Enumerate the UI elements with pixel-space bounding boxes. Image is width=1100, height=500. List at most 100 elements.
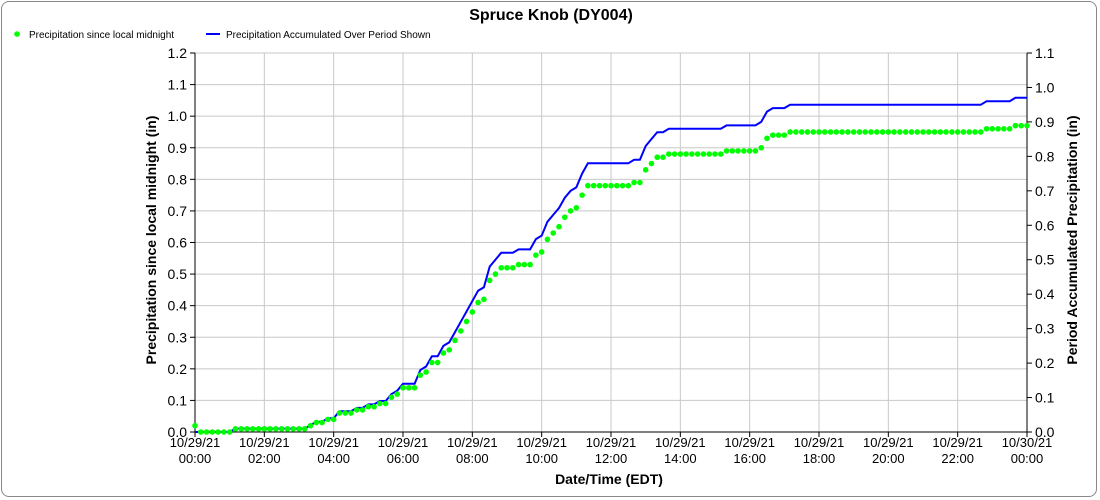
data-point bbox=[798, 129, 805, 135]
data-point bbox=[694, 151, 701, 157]
data-point bbox=[983, 126, 990, 132]
data-point bbox=[365, 403, 372, 410]
y-right-tick-label: 0.0 bbox=[1035, 424, 1055, 440]
data-point bbox=[1018, 122, 1025, 129]
y-tick-label: 0.4 bbox=[168, 298, 188, 314]
data-point bbox=[671, 151, 678, 157]
data-point bbox=[411, 384, 418, 391]
data-point bbox=[446, 347, 453, 353]
data-point bbox=[937, 129, 944, 135]
data-point bbox=[995, 126, 1001, 132]
data-point bbox=[440, 350, 447, 356]
data-point bbox=[527, 261, 533, 268]
legend-dot-icon bbox=[14, 31, 20, 37]
x-tick-time: 02:00 bbox=[248, 451, 281, 466]
y-axis-left: 0.0 0.1 0.2 0.3 0.4 0.5 0.6 0.7 0.8 0.9 1.0 1.1 1.2 bbox=[168, 45, 195, 440]
data-point bbox=[469, 309, 476, 315]
data-point bbox=[723, 148, 730, 154]
y-tick-label: 0.0 bbox=[168, 424, 188, 440]
x-tick-time: 00:00 bbox=[1011, 451, 1044, 466]
x-tick-date: 10/29/21 bbox=[378, 435, 429, 450]
data-point bbox=[405, 384, 412, 391]
y-axis-right-title: Period Accumulated Precipitation (in) bbox=[1064, 115, 1080, 364]
data-point bbox=[209, 429, 216, 435]
data-point bbox=[839, 129, 845, 135]
x-tick-date: 10/29/21 bbox=[447, 435, 498, 450]
x-tick-time: 16:00 bbox=[733, 451, 766, 466]
data-point bbox=[400, 384, 406, 391]
data-point bbox=[943, 129, 949, 135]
y-right-tick-label: 0.9 bbox=[1035, 114, 1055, 130]
x-tick-time: 12:00 bbox=[595, 451, 628, 466]
data-point bbox=[769, 132, 776, 138]
y-right-tick-label: 0.4 bbox=[1035, 286, 1055, 302]
data-point bbox=[244, 426, 250, 432]
data-point bbox=[625, 182, 632, 189]
data-point bbox=[833, 129, 840, 135]
data-point bbox=[556, 223, 562, 230]
data-point bbox=[273, 426, 279, 432]
legend: Precipitation since local midnight Preci… bbox=[14, 30, 431, 41]
data-point bbox=[689, 151, 695, 157]
data-point bbox=[226, 429, 233, 435]
y-right-tick-label: 1.1 bbox=[1035, 45, 1055, 61]
data-point bbox=[637, 179, 643, 186]
data-point bbox=[764, 135, 770, 142]
data-point bbox=[561, 214, 568, 221]
data-point bbox=[596, 182, 603, 189]
data-point bbox=[336, 410, 343, 416]
data-point bbox=[359, 407, 366, 413]
data-point bbox=[885, 129, 892, 135]
data-point bbox=[741, 148, 747, 154]
data-point bbox=[417, 372, 424, 378]
data-point bbox=[394, 391, 401, 397]
data-point bbox=[371, 403, 377, 410]
data-point bbox=[429, 359, 435, 366]
data-point bbox=[498, 264, 505, 271]
x-tick-date: 10/29/21 bbox=[863, 435, 914, 450]
data-point bbox=[879, 129, 886, 135]
x-tick-date: 10/29/21 bbox=[794, 435, 845, 450]
data-point bbox=[908, 129, 915, 135]
data-point bbox=[590, 182, 597, 189]
data-point bbox=[775, 132, 782, 138]
x-tick-date: 10/29/21 bbox=[239, 435, 290, 450]
data-point bbox=[613, 182, 620, 189]
data-point bbox=[325, 416, 331, 423]
data-point bbox=[758, 144, 765, 151]
data-point bbox=[1001, 126, 1007, 132]
data-point bbox=[787, 129, 793, 135]
data-point bbox=[966, 129, 973, 135]
data-point bbox=[192, 422, 198, 429]
data-point bbox=[203, 429, 210, 435]
data-point bbox=[319, 419, 325, 426]
x-tick-time: 04:00 bbox=[317, 451, 350, 466]
data-point bbox=[544, 236, 551, 243]
y-right-tick-label: 0.7 bbox=[1035, 183, 1055, 199]
y-right-tick-label: 0.6 bbox=[1035, 217, 1055, 233]
data-point bbox=[307, 422, 314, 429]
data-point bbox=[683, 151, 689, 157]
y-right-tick-label: 0.2 bbox=[1035, 355, 1055, 371]
x-tick-date: 10/29/21 bbox=[655, 435, 706, 450]
data-point bbox=[925, 129, 932, 135]
data-point bbox=[238, 426, 245, 432]
data-point bbox=[475, 299, 481, 306]
data-point bbox=[989, 126, 996, 132]
data-point bbox=[977, 129, 984, 135]
data-point bbox=[793, 129, 799, 135]
x-axis-title: Date/Time (EDT) bbox=[555, 471, 663, 487]
x-tick-time: 06:00 bbox=[387, 451, 420, 466]
legend-label-since-midnight: Precipitation since local midnight bbox=[29, 30, 174, 41]
data-point bbox=[348, 410, 354, 416]
data-point bbox=[278, 426, 285, 432]
data-point bbox=[388, 394, 395, 401]
x-tick-date: 10/29/21 bbox=[516, 435, 567, 450]
data-point bbox=[434, 359, 441, 366]
data-point bbox=[573, 204, 580, 211]
y-tick-label: 0.6 bbox=[168, 235, 188, 251]
x-tick-date: 10/29/21 bbox=[724, 435, 775, 450]
y-tick-label: 1.2 bbox=[168, 45, 188, 61]
data-point bbox=[873, 129, 880, 135]
